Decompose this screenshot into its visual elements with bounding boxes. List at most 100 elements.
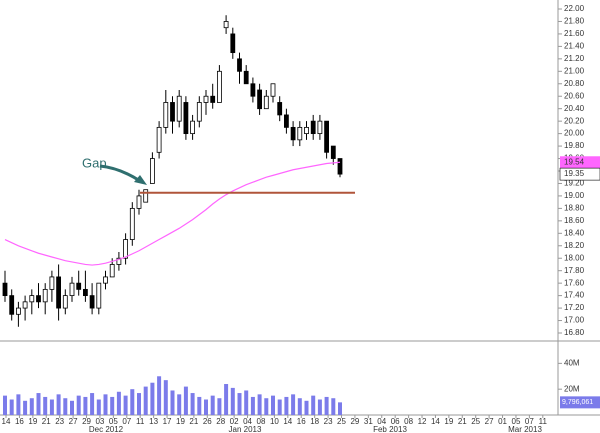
- x-tick-label: 08: [404, 417, 413, 426]
- candle-body: [250, 83, 256, 97]
- volume-bar: [244, 390, 249, 415]
- y-tick-label: 21.00: [564, 66, 585, 75]
- volume-bar: [103, 394, 108, 415]
- volume-bar: [23, 400, 28, 415]
- x-tick-label: 31: [364, 417, 373, 426]
- candle-body: [203, 95, 209, 103]
- y-tick-label: 21.20: [564, 54, 585, 63]
- candle-body: [89, 295, 95, 309]
- volume-bar: [9, 399, 14, 415]
- y-tick-label: 21.60: [564, 29, 585, 38]
- candle-body: [42, 288, 48, 303]
- candle-body: [149, 158, 155, 184]
- candle-body: [123, 239, 128, 259]
- volume-bar: [331, 398, 336, 415]
- candle-body: [36, 295, 41, 303]
- candle-body: [9, 295, 15, 315]
- volume-bar: [96, 399, 101, 415]
- volume-bar: [277, 399, 282, 415]
- candle-body: [116, 257, 122, 265]
- moving-average: [4, 161, 341, 266]
- ma-value-label: 19.54: [564, 157, 585, 166]
- volume-bar: [116, 391, 121, 415]
- y-tick-label: 18.80: [564, 203, 585, 212]
- x-tick-label: 07: [122, 417, 131, 426]
- y-tick-label: 18.40: [564, 228, 585, 237]
- x-tick-label: 14: [2, 417, 11, 426]
- y-tick-label: 17.20: [564, 303, 585, 312]
- x-tick-label: 21: [42, 417, 51, 426]
- x-tick-label: 05: [512, 417, 521, 426]
- x-tick-label: 08: [257, 417, 266, 426]
- y-tick-label: 16.80: [564, 328, 585, 337]
- volume-bar: [49, 399, 54, 415]
- x-tick-label: 29: [350, 417, 359, 426]
- candle-body: [216, 70, 222, 103]
- volume-bar: [297, 398, 302, 415]
- volume-bar: [170, 390, 175, 415]
- candle-body: [324, 120, 330, 153]
- x-tick-label: 06: [391, 417, 400, 426]
- x-tick-label: 21: [189, 417, 198, 426]
- candle-body: [257, 89, 263, 110]
- candle-body: [69, 282, 75, 297]
- x-tick-label: 14: [431, 417, 440, 426]
- y-tick-label: 20.80: [564, 79, 585, 88]
- candle-body: [230, 33, 236, 54]
- volume-bar: [90, 393, 95, 415]
- x-tick-label: 14: [283, 417, 292, 426]
- volume-bar: [137, 393, 141, 415]
- volume-bar: [284, 396, 289, 415]
- month-label: Mar 2013: [508, 425, 542, 433]
- gap-arrowhead: [134, 175, 147, 185]
- volume-bar: [217, 398, 222, 415]
- y-tick-label: 17.00: [564, 316, 585, 325]
- x-tick-label: 23: [55, 417, 64, 426]
- candle-body: [56, 276, 61, 309]
- volume-bar: [230, 387, 235, 415]
- candle-body: [210, 95, 216, 103]
- close-value-box: [559, 167, 600, 181]
- volume-bar: [183, 386, 188, 415]
- candle-body: [143, 189, 149, 203]
- x-tick-label: 28: [216, 417, 225, 426]
- volume-bar: [317, 399, 322, 415]
- x-tick-label: 01: [498, 417, 507, 426]
- candle-body: [337, 158, 343, 175]
- x-tick-label: 04: [377, 417, 386, 426]
- volume-value-label: 9,796,061: [562, 399, 593, 406]
- candle-body: [76, 282, 82, 290]
- y-tick-label: 18.20: [564, 241, 585, 250]
- candle-body: [183, 102, 189, 135]
- candle-body: [190, 120, 196, 135]
- volume-bar: [338, 402, 342, 415]
- y-tick-label: 17.80: [564, 266, 585, 275]
- month-label: Dec 2012: [89, 425, 124, 433]
- x-tick-label: 07: [525, 417, 534, 426]
- volume-bar: [210, 395, 215, 415]
- y-tick-label: 40M: [564, 358, 580, 367]
- x-tick-label: 03: [95, 417, 104, 426]
- volume-bar: [271, 395, 275, 415]
- y-tick-label: 21.80: [564, 17, 585, 26]
- x-tick-label: 27: [485, 417, 494, 426]
- volume-bar: [264, 398, 269, 415]
- volume-bar: [123, 395, 128, 415]
- volume-bar: [110, 396, 115, 415]
- volume-bar: [291, 394, 296, 415]
- candle-body: [317, 120, 323, 135]
- candle-body: [283, 114, 289, 128]
- candle-body: [136, 195, 142, 209]
- x-tick-label: 29: [82, 417, 91, 426]
- y-tick-label: 19.80: [564, 141, 585, 150]
- x-tick-label: 10: [270, 417, 279, 426]
- volume-bar: [304, 400, 309, 415]
- candle-body: [270, 83, 276, 97]
- candle-body: [263, 95, 269, 110]
- month-label: Feb 2013: [373, 425, 407, 433]
- volume-bar: [29, 398, 34, 415]
- y-tick-label: 18.00: [564, 253, 585, 262]
- x-tick-label: 16: [297, 417, 306, 426]
